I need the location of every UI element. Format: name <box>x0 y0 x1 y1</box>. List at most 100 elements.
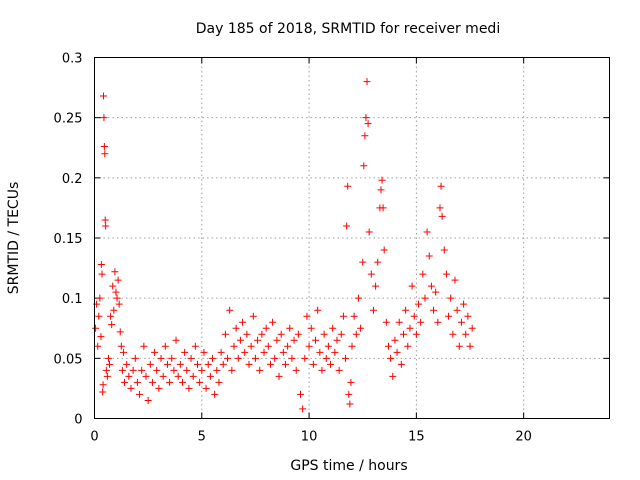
data-point <box>110 306 118 314</box>
data-point <box>217 348 225 356</box>
data-point <box>457 318 465 326</box>
data-point <box>442 270 450 278</box>
data-point <box>230 342 238 350</box>
data-point <box>185 384 193 392</box>
data-point <box>224 354 232 362</box>
data-point <box>136 390 144 398</box>
data-point <box>314 306 322 314</box>
data-point <box>206 372 214 380</box>
data-point <box>363 78 371 86</box>
data-point <box>312 336 320 344</box>
data-point <box>434 318 442 326</box>
data-point <box>447 294 455 302</box>
data-point <box>337 330 345 338</box>
data-point <box>178 378 186 386</box>
data-point <box>196 378 204 386</box>
data-point <box>453 306 461 314</box>
data-point <box>228 366 236 374</box>
data-point <box>258 330 266 338</box>
y-tick-label: 0.05 <box>54 352 83 367</box>
data-point <box>144 396 152 404</box>
data-point <box>94 342 102 350</box>
y-tick-label: 0.15 <box>54 232 83 247</box>
data-point <box>181 348 189 356</box>
data-point <box>391 336 399 344</box>
data-point <box>344 182 352 190</box>
data-point <box>400 330 407 338</box>
data-point <box>380 246 388 254</box>
data-point <box>417 318 425 326</box>
data-point <box>412 330 420 338</box>
data-point <box>99 388 107 396</box>
data-point <box>97 333 105 341</box>
data-point <box>202 384 210 392</box>
data-point <box>305 342 313 350</box>
data-point <box>161 342 169 350</box>
data-point <box>155 384 163 392</box>
data-point <box>387 354 395 362</box>
data-point <box>354 294 362 302</box>
data-point <box>174 372 182 380</box>
x-tick-label: 10 <box>301 430 318 445</box>
data-point <box>198 366 206 374</box>
data-point <box>111 268 119 276</box>
data-point <box>301 354 309 362</box>
data-point <box>215 378 223 386</box>
data-point <box>183 366 191 374</box>
data-point <box>119 348 127 356</box>
data-point <box>320 330 328 338</box>
data-point <box>159 372 167 380</box>
data-point <box>172 336 180 344</box>
data-point <box>378 176 386 184</box>
data-point <box>322 354 330 362</box>
data-point <box>146 360 154 368</box>
data-point <box>425 252 433 260</box>
data-point <box>114 276 122 284</box>
data-point <box>455 342 463 350</box>
data-point <box>168 354 176 362</box>
data-point <box>277 330 285 338</box>
chart-title: Day 185 of 2018, SRMTID for receiver med… <box>196 21 500 37</box>
data-point <box>112 288 120 296</box>
data-point <box>271 354 279 362</box>
data-point <box>303 312 311 320</box>
data-point <box>377 186 385 194</box>
data-point <box>410 312 418 320</box>
data-point <box>307 324 315 332</box>
data-point <box>125 372 133 380</box>
data-point <box>245 360 253 368</box>
data-point <box>346 400 354 408</box>
data-point <box>466 342 474 350</box>
data-point <box>430 306 438 314</box>
data-point <box>449 330 457 338</box>
data-point <box>163 360 171 368</box>
data-point <box>113 294 121 302</box>
data-point <box>408 282 416 290</box>
data-point <box>379 204 387 212</box>
data-point <box>464 312 472 320</box>
data-point <box>166 378 174 386</box>
data-point <box>339 312 347 320</box>
data-point <box>176 360 184 368</box>
data-point <box>343 222 351 230</box>
data-point <box>142 372 150 380</box>
data-point <box>254 336 262 344</box>
data-point <box>100 143 108 151</box>
data-point <box>421 294 429 302</box>
data-point <box>115 300 123 308</box>
data-point <box>397 360 405 368</box>
data-point <box>247 342 255 350</box>
data-point <box>221 330 229 338</box>
data-point <box>102 222 110 230</box>
data-point <box>249 312 257 320</box>
data-point <box>260 348 268 356</box>
data-point <box>462 330 470 338</box>
data-point <box>335 366 343 374</box>
data-point <box>382 318 390 326</box>
data-point <box>232 324 240 332</box>
data-point <box>299 405 307 413</box>
data-point <box>460 300 468 308</box>
x-axis-label: GPS time / hours <box>290 458 407 474</box>
data-point <box>415 300 423 308</box>
data-point <box>352 330 360 338</box>
